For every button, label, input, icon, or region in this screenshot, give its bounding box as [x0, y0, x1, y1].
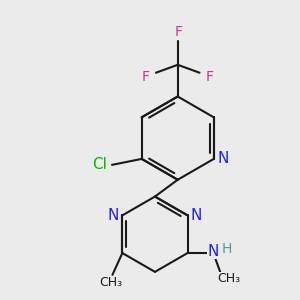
Text: N: N [108, 208, 119, 223]
Text: CH₃: CH₃ [99, 276, 122, 289]
Text: F: F [206, 70, 213, 84]
Text: F: F [142, 70, 150, 84]
Text: H: H [222, 242, 232, 256]
Text: Cl: Cl [92, 158, 106, 172]
Text: F: F [175, 25, 183, 39]
Text: CH₃: CH₃ [218, 272, 241, 285]
Text: N: N [217, 152, 228, 166]
Text: N: N [208, 244, 219, 259]
Text: N: N [191, 208, 202, 223]
